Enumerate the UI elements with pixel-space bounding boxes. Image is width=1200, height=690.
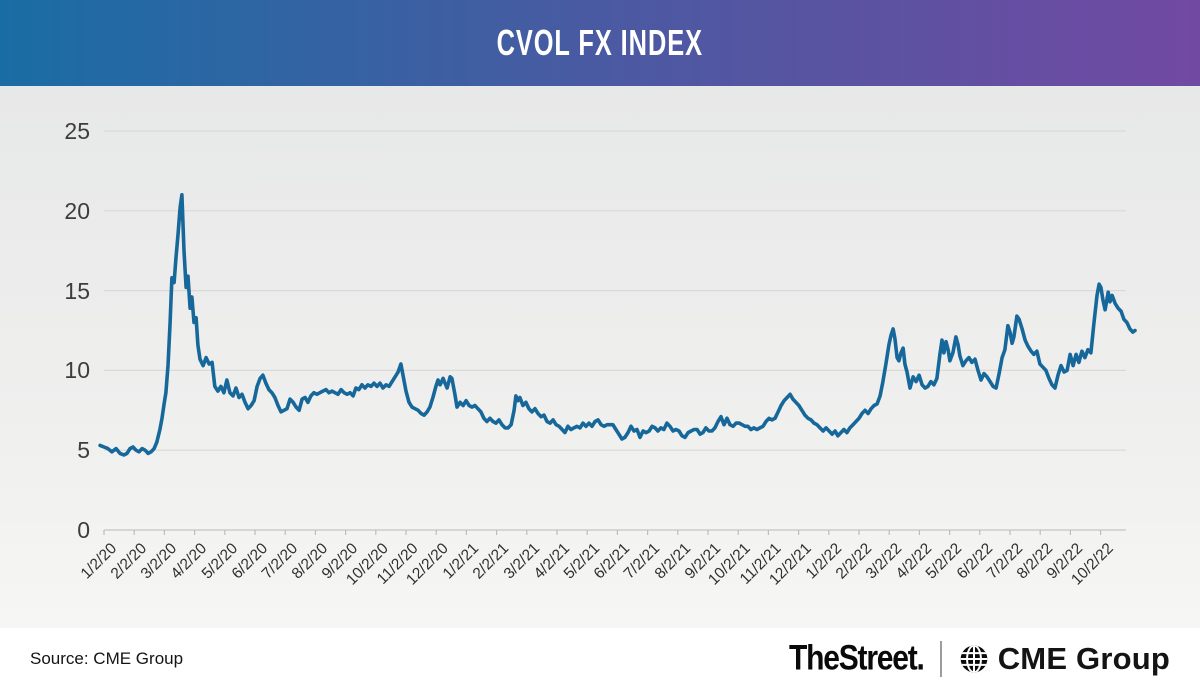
source-credit: Source: CME Group [30,649,184,668]
chart-area: 0 5 10 15 20 25 1/2/20 2/2/20 3/2/20 4/2/20 5/2/2… [0,86,1200,628]
page-title: CVOL FX INDEX [496,22,704,63]
brand-logos: TheStreet. CME Group [788,638,1170,678]
footer-bar: Source: CME Group TheStreet. CME Group [0,628,1200,690]
logo-divider [939,641,942,677]
cme-globe-icon [960,645,988,673]
cme-group-wordmark: CME Group [997,641,1170,676]
chart-title-bar: CVOL FX INDEX [0,0,1200,86]
y-tick-label: 5 [77,437,90,464]
y-tick-label: 10 [64,357,90,384]
thestreet-logo: TheStreet. [788,638,925,678]
y-tick-label: 0 [77,517,90,543]
y-tick-label: 25 [64,118,90,144]
cme-group-logo: CME Group [958,641,1170,677]
y-tick-label: 20 [64,197,90,224]
y-tick-label: 15 [64,277,90,304]
